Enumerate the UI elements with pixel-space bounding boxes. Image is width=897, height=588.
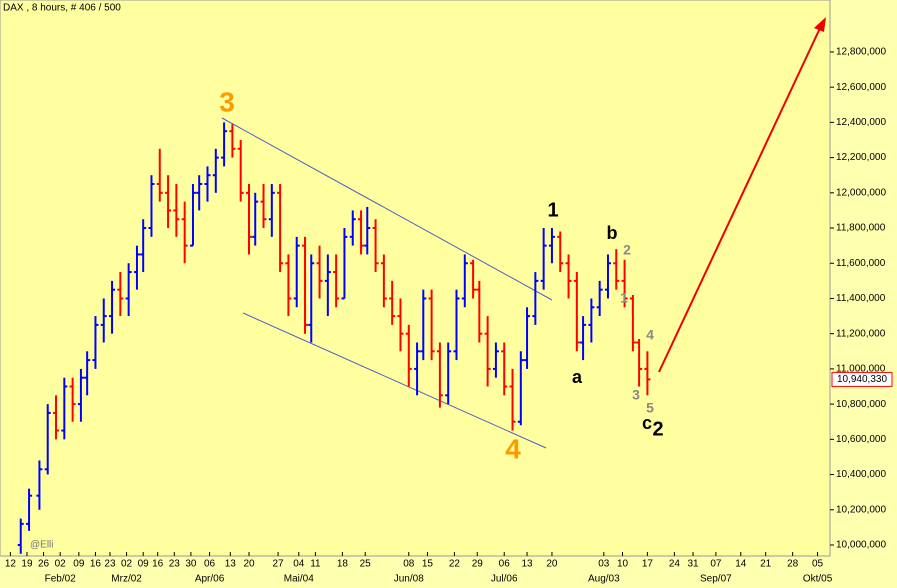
watermark: @Elli <box>30 540 54 551</box>
x-tick-label: 23 <box>169 559 181 570</box>
last-price-label: 10,940,330 <box>837 374 887 385</box>
month-label: Jul/06 <box>491 574 518 585</box>
wave-label: 4 <box>505 433 521 464</box>
x-tick-label: 02 <box>55 559 67 570</box>
y-tick-label: 11,600,000 <box>836 258 886 269</box>
x-tick-label: 03 <box>598 559 610 570</box>
wave-label: a <box>572 367 583 387</box>
x-tick-label: 13 <box>521 559 533 570</box>
y-tick-label: 12,400,000 <box>836 117 886 128</box>
x-tick-label: 12 <box>5 559 17 570</box>
x-tick-label: 10 <box>617 559 629 570</box>
x-tick-label: 14 <box>735 559 747 570</box>
wave-label: 1 <box>547 199 558 221</box>
wave-label: 3 <box>632 387 640 403</box>
y-tick-label: 11,800,000 <box>836 223 886 234</box>
month-label: Sep/07 <box>700 574 732 585</box>
plot-area <box>0 0 831 557</box>
y-tick-label: 12,600,000 <box>836 82 886 93</box>
x-tick-label: 21 <box>760 559 772 570</box>
x-tick-label: 16 <box>90 559 102 570</box>
x-tick-label: 20 <box>243 559 255 570</box>
x-tick-label: 17 <box>642 559 654 570</box>
wave-label: 5 <box>646 400 654 416</box>
wave-label: 3 <box>219 86 235 117</box>
last-price-box <box>831 371 893 387</box>
x-tick-label: 29 <box>472 559 484 570</box>
x-tick-label: 26 <box>38 559 50 570</box>
y-tick-label: 10,600,000 <box>836 434 886 445</box>
month-label: Feb/02 <box>45 574 77 585</box>
y-tick-label: 10,200,000 <box>836 504 886 515</box>
x-tick-label: 08 <box>403 559 415 570</box>
month-label: Okt/05 <box>803 574 833 585</box>
y-tick-label: 12,000,000 <box>836 187 886 198</box>
wave-label: 2 <box>623 242 631 258</box>
x-tick-label: 23 <box>104 559 116 570</box>
y-tick-label: 12,800,000 <box>836 47 886 58</box>
channel-line <box>242 312 547 449</box>
x-tick-label: 06 <box>204 559 216 570</box>
x-tick-label: 06 <box>499 559 511 570</box>
x-tick-label: 11 <box>310 559 321 570</box>
month-label: Apr/06 <box>195 574 225 585</box>
x-tick-label: 25 <box>360 559 372 570</box>
x-tick-label: 02 <box>121 559 133 570</box>
x-tick-label: 20 <box>546 559 558 570</box>
x-tick-label: 05 <box>812 559 824 570</box>
wave-label: 1 <box>620 290 628 306</box>
arrow-head <box>814 17 826 32</box>
x-tick-label: 09 <box>73 559 85 570</box>
month-label: Mai/04 <box>284 574 314 585</box>
x-tick-label: 18 <box>337 559 349 570</box>
x-tick-label: 22 <box>449 559 461 570</box>
x-tick-label: 28 <box>787 559 799 570</box>
y-tick-label: 10,800,000 <box>836 399 886 410</box>
x-tick-label: 31 <box>687 559 699 570</box>
y-tick-label: 12,200,000 <box>836 152 886 163</box>
y-tick-label: 10,000,000 <box>836 540 886 551</box>
x-tick-label: 30 <box>185 559 197 570</box>
wave-label: c <box>642 413 652 433</box>
x-tick-label: 19 <box>21 559 33 570</box>
x-tick-label: 27 <box>272 559 284 570</box>
wave-label: 2 <box>652 418 663 440</box>
x-tick-label: 07 <box>710 559 722 570</box>
channel-line <box>221 117 553 301</box>
month-label: Jun/08 <box>394 574 424 585</box>
x-tick-label: 15 <box>422 559 434 570</box>
x-tick-label: 16 <box>152 559 164 570</box>
wave-label: 4 <box>646 327 654 343</box>
wave-label: b <box>607 223 618 243</box>
y-tick-label: 10,400,000 <box>836 469 886 480</box>
y-tick-label: 11,000,000 <box>836 364 886 375</box>
x-tick-label: 09 <box>138 559 150 570</box>
chart-title: DAX , 8 hours, # 406 / 500 <box>3 3 121 14</box>
month-label: Aug/03 <box>588 574 620 585</box>
y-tick-label: 11,200,000 <box>836 328 886 339</box>
x-tick-label: 24 <box>669 559 681 570</box>
month-label: Mrz/02 <box>111 574 142 585</box>
projection-arrow <box>658 25 822 373</box>
x-tick-label: 04 <box>293 559 305 570</box>
y-tick-label: 11,400,000 <box>836 293 886 304</box>
x-tick-label: 13 <box>225 559 237 570</box>
